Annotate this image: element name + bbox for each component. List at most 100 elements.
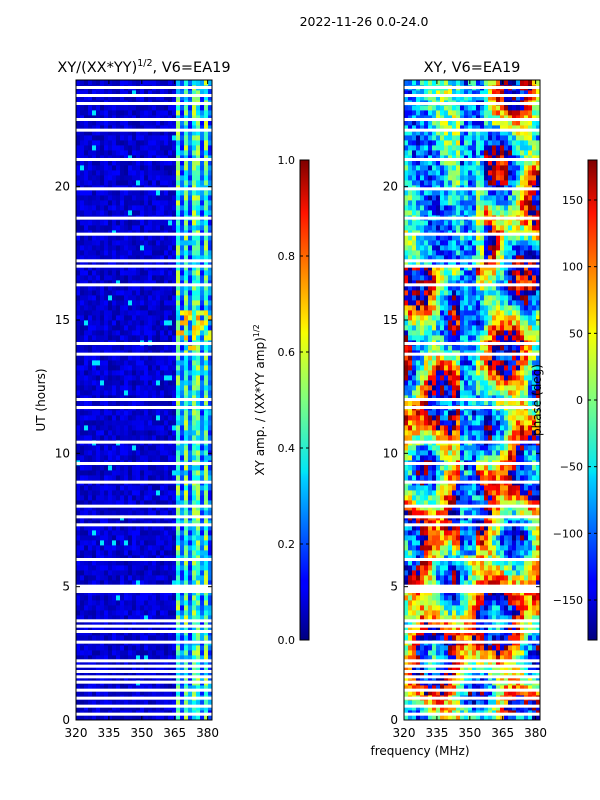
left-heatmap-cell bbox=[80, 390, 85, 396]
left-colorbar-tick-label: 0.8 bbox=[278, 250, 296, 263]
left-heatmap-cell bbox=[160, 95, 165, 101]
left-heatmap-cell bbox=[120, 700, 125, 706]
left-heatmap-cell bbox=[208, 455, 212, 461]
left-heatmap-cell bbox=[192, 180, 197, 186]
right-heatmap-cell bbox=[504, 700, 509, 706]
left-heatmap-cell bbox=[96, 125, 101, 131]
left-heatmap-cell bbox=[208, 210, 212, 216]
left-heatmap-cell bbox=[128, 575, 133, 581]
left-heatmap-cell bbox=[160, 660, 165, 666]
left-heatmap-cell bbox=[96, 625, 101, 631]
left-heatmap-cell bbox=[192, 295, 197, 301]
left-heatmap-cell bbox=[204, 235, 209, 241]
left-heatmap-cell bbox=[108, 140, 113, 146]
left-heatmap-cell bbox=[192, 250, 197, 256]
left-heatmap-cell bbox=[104, 620, 109, 626]
left-heatmap-cell bbox=[120, 360, 125, 366]
right-heatmap-cell bbox=[472, 700, 477, 706]
left-heatmap-cell bbox=[180, 265, 185, 271]
left-heatmap-cell bbox=[176, 615, 181, 621]
right-heatmap-cell bbox=[448, 715, 453, 720]
left-heatmap-cell bbox=[160, 715, 165, 720]
left-heatmap-cell bbox=[200, 95, 205, 101]
left-heatmap-cell bbox=[180, 605, 185, 611]
left-heatmap-cell bbox=[128, 360, 133, 366]
left-heatmap-cell bbox=[92, 510, 97, 516]
left-heatmap-cell bbox=[76, 535, 81, 541]
right-heatmap-cell bbox=[512, 660, 517, 666]
left-heatmap-cell bbox=[96, 545, 101, 551]
left-heatmap-cell bbox=[188, 290, 193, 296]
left-heatmap-cell bbox=[116, 655, 121, 661]
left-heatmap-cell bbox=[184, 145, 189, 151]
left-heatmap-cell bbox=[136, 485, 141, 491]
right-heatmap-cell bbox=[472, 715, 477, 720]
left-heatmap-cell bbox=[84, 255, 89, 261]
left-heatmap-cell bbox=[168, 285, 173, 291]
right-heatmap-cell bbox=[476, 690, 481, 696]
left-y-tick-label: 10 bbox=[55, 446, 70, 460]
left-heatmap-cell bbox=[144, 395, 149, 401]
left-heatmap-cell bbox=[140, 305, 145, 311]
left-heatmap-cell bbox=[112, 155, 117, 161]
left-heatmap-cell bbox=[128, 245, 133, 251]
left-heatmap-cell bbox=[164, 250, 169, 256]
left-heatmap-cell bbox=[208, 355, 212, 361]
left-heatmap-cell bbox=[124, 80, 129, 86]
left-heatmap-cell bbox=[108, 365, 113, 371]
left-heatmap-cell bbox=[76, 80, 81, 86]
right-heatmap-cell bbox=[432, 650, 437, 656]
left-heatmap-cell bbox=[196, 105, 201, 111]
left-heatmap-cell bbox=[164, 345, 169, 351]
left-heatmap-cell bbox=[156, 220, 161, 226]
left-heatmap-cell bbox=[188, 690, 193, 696]
left-heatmap-cell bbox=[112, 390, 117, 396]
left-heatmap-cell bbox=[188, 210, 193, 216]
left-heatmap-cell bbox=[188, 655, 193, 661]
left-heatmap-cell bbox=[128, 535, 133, 541]
left-colorbar-tick-label: 0.4 bbox=[278, 442, 296, 455]
left-heatmap-cell bbox=[184, 115, 189, 121]
left-heatmap-cell bbox=[80, 700, 85, 706]
left-heatmap-cell bbox=[96, 535, 101, 541]
left-heatmap-cell bbox=[136, 605, 141, 611]
left-heatmap-cell bbox=[124, 575, 129, 581]
left-heatmap-cell bbox=[128, 380, 133, 386]
left-heatmap-cell bbox=[200, 475, 205, 481]
left-heatmap-cell bbox=[192, 245, 197, 251]
left-heatmap-cell bbox=[184, 565, 189, 571]
left-heatmap-cell bbox=[140, 125, 145, 131]
left-heatmap-cell bbox=[116, 330, 121, 336]
left-heatmap-cell bbox=[136, 385, 141, 391]
left-heatmap-cell bbox=[168, 540, 173, 546]
left-flagged-gap bbox=[76, 659, 212, 663]
left-heatmap-cell bbox=[152, 170, 157, 176]
left-heatmap-cell bbox=[92, 225, 97, 231]
left-heatmap-cell bbox=[80, 325, 85, 331]
left-heatmap-cell bbox=[140, 400, 145, 406]
left-heatmap-cell bbox=[148, 425, 153, 431]
right-heatmap-cell bbox=[528, 705, 533, 711]
left-heatmap-cell bbox=[108, 415, 113, 421]
left-heatmap-cell bbox=[88, 195, 93, 201]
left-heatmap-cell bbox=[124, 495, 129, 501]
left-heatmap-cell bbox=[156, 380, 161, 386]
left-heatmap-cell bbox=[100, 125, 105, 131]
left-heatmap-cell bbox=[172, 130, 177, 136]
left-heatmap-cell bbox=[152, 120, 157, 126]
left-heatmap-cell bbox=[180, 570, 185, 576]
left-heatmap-cell bbox=[96, 275, 101, 281]
left-heatmap-cell bbox=[84, 625, 89, 631]
left-heatmap-cell bbox=[76, 190, 81, 196]
left-heatmap-cell bbox=[96, 200, 101, 206]
left-heatmap-cell bbox=[176, 445, 181, 451]
left-heatmap-cell bbox=[144, 275, 149, 281]
left-heatmap-cell bbox=[192, 165, 197, 171]
left-heatmap-cell bbox=[140, 155, 145, 161]
left-heatmap-cell bbox=[108, 195, 113, 201]
left-heatmap-cell bbox=[92, 300, 97, 306]
left-heatmap-cell bbox=[180, 595, 185, 601]
left-heatmap-cell bbox=[200, 605, 205, 611]
left-heatmap-cell bbox=[80, 505, 85, 511]
left-heatmap-cell bbox=[84, 580, 89, 586]
